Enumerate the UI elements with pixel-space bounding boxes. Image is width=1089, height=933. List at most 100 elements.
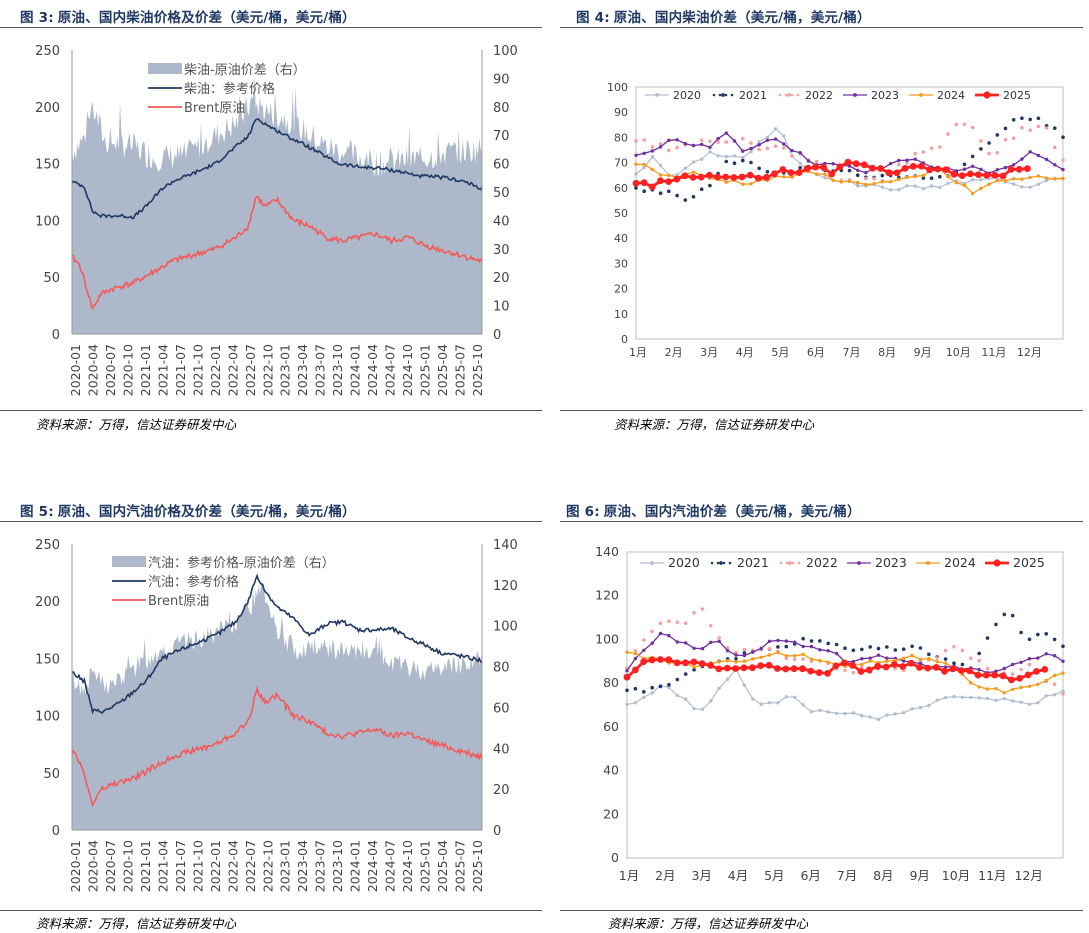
series-point-2021 <box>784 644 789 649</box>
legend-label: 2022 <box>805 89 833 102</box>
fig6-bottom-divider <box>560 910 1083 911</box>
legend-marker <box>919 93 923 97</box>
legend-marker <box>787 93 791 97</box>
series-point-2021 <box>901 647 906 651</box>
series-point-2024 <box>897 177 901 182</box>
series-point-2021 <box>880 173 885 178</box>
series-point-2021 <box>692 667 696 672</box>
x-tick-label: 9月 <box>914 346 932 359</box>
legend-marker <box>655 93 659 97</box>
series-point-2025 <box>732 665 739 672</box>
legend-label: 2021 <box>739 89 767 102</box>
series-point-2025 <box>958 172 966 180</box>
series-point-2025 <box>665 178 672 186</box>
series-point-2025 <box>907 659 915 667</box>
x-tick-label: 4月 <box>728 868 748 883</box>
legend-label: 2022 <box>806 555 838 570</box>
series-point-2023 <box>625 669 629 673</box>
series-point-2021 <box>985 636 990 640</box>
series-point-2023 <box>684 641 688 645</box>
x-tick-label: 2025-07 <box>453 840 468 892</box>
series-point-2025 <box>869 164 876 172</box>
series-point-2025 <box>779 166 787 173</box>
series-point-2024 <box>692 665 696 669</box>
series-point-2023 <box>1002 666 1006 671</box>
series-point-2020 <box>684 697 688 701</box>
series-point-2020 <box>658 163 663 168</box>
series-point-2024 <box>885 659 889 663</box>
series-point-2025 <box>1015 165 1023 173</box>
series-point-2022 <box>658 621 663 626</box>
series-point-2025 <box>715 665 723 673</box>
series-point-2021 <box>642 690 646 694</box>
series-area-0 <box>72 583 482 830</box>
series-point-2022 <box>952 644 956 649</box>
series-point-2022 <box>1036 124 1041 129</box>
series-point-2023 <box>1020 157 1024 161</box>
series-point-2023 <box>1044 157 1049 162</box>
series-point-2024 <box>921 173 926 178</box>
series-point-2021 <box>818 639 822 643</box>
series-point-2022 <box>692 611 696 615</box>
series-point-2024 <box>910 653 914 658</box>
legend-swatch-dot <box>797 561 801 565</box>
series-point-2023 <box>782 142 786 146</box>
series-point-2022 <box>675 620 680 625</box>
series-point-2022 <box>1011 136 1016 141</box>
series-point-2023 <box>905 158 909 162</box>
series-point-2023 <box>675 138 679 142</box>
y-tick-label: 20 <box>614 283 628 296</box>
series-point-2025 <box>1024 671 1032 679</box>
series-point-2024 <box>1012 177 1016 181</box>
series-point-2020 <box>897 188 901 192</box>
x-tick-label: 2025-04 <box>435 344 450 396</box>
series-point-2025 <box>820 164 827 171</box>
series-point-2024 <box>634 162 638 166</box>
series-point-2020 <box>683 166 687 171</box>
series-point-2025 <box>999 672 1007 680</box>
y-tick-label: 70 <box>614 157 628 170</box>
legend-marker <box>721 93 725 97</box>
x-tick-label: 7月 <box>843 346 861 359</box>
series-point-2022 <box>683 621 688 625</box>
series-point-2022 <box>1053 145 1057 150</box>
series-point-2021 <box>642 189 646 193</box>
series-point-2023 <box>1036 153 1041 158</box>
series-point-2025 <box>765 661 773 669</box>
series-point-2023 <box>790 148 794 153</box>
series-point-2020 <box>1052 693 1057 697</box>
series-point-2021 <box>1053 126 1057 130</box>
series-point-2021 <box>977 651 981 656</box>
series-point-2023 <box>717 639 721 644</box>
series-point-2025 <box>723 664 731 672</box>
series-point-2024 <box>724 180 728 184</box>
series-point-2021 <box>708 183 712 188</box>
series-point-2020 <box>994 698 998 703</box>
series-point-2022 <box>708 139 712 144</box>
series-point-2021 <box>929 176 934 180</box>
legend-swatch-dot <box>722 561 726 565</box>
x-tick-label: 2023-01 <box>278 840 293 892</box>
series-area-0 <box>72 75 482 335</box>
series-point-2020 <box>717 686 721 690</box>
series-point-2023 <box>732 139 737 143</box>
x-tick-label: 2022-10 <box>260 344 275 396</box>
series-point-2020 <box>749 150 753 154</box>
y-left-tick-label: 200 <box>35 101 60 116</box>
series-point-2023 <box>1019 660 1023 664</box>
series-point-2021 <box>691 195 696 199</box>
series-line-2024 <box>626 651 1064 694</box>
y-tick-label: 0 <box>611 850 619 865</box>
series-point-2023 <box>759 646 763 651</box>
series-point-2020 <box>700 707 705 711</box>
legend-marker <box>926 561 930 565</box>
series-point-2023 <box>633 656 638 661</box>
series-point-2024 <box>1053 177 1057 181</box>
series-point-2020 <box>732 154 737 158</box>
series-point-2020 <box>708 150 712 154</box>
series-point-2023 <box>1028 150 1032 154</box>
series-point-2024 <box>1061 671 1065 675</box>
series-point-2023 <box>634 153 638 157</box>
fig6-top-divider <box>560 521 1083 522</box>
series-point-2023 <box>716 136 720 141</box>
